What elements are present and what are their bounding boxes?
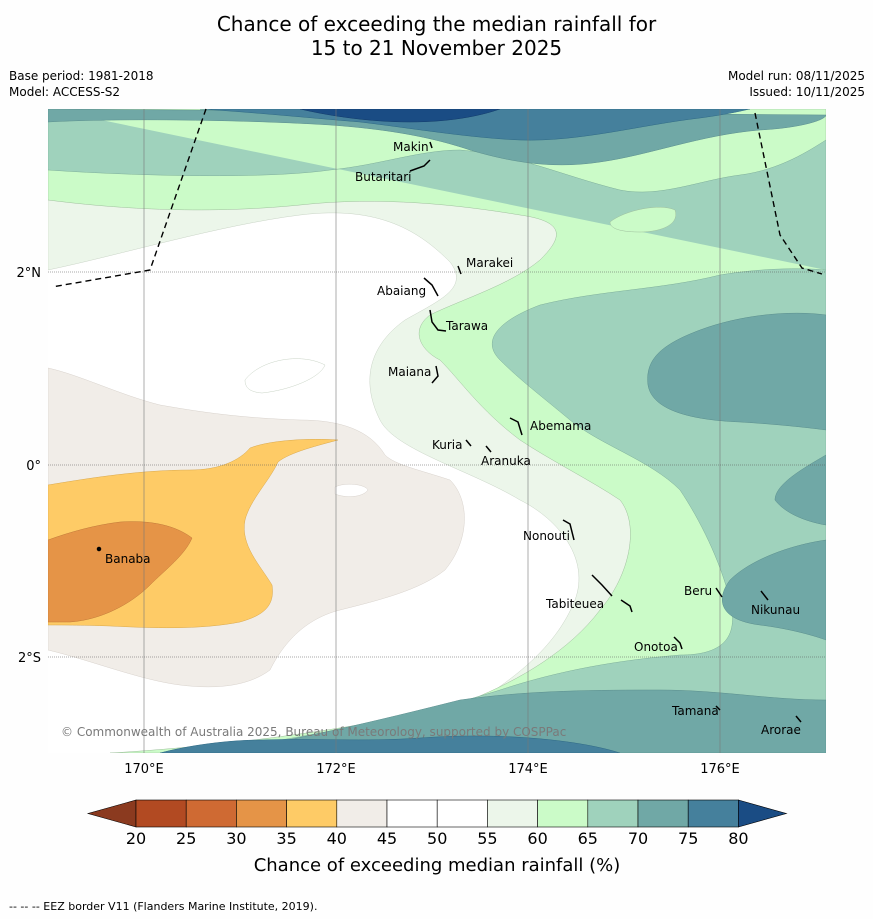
colorbar-segment: [286, 799, 338, 828]
label-tabiteuea: Tabiteuea: [545, 597, 604, 611]
label-abemama: Abemama: [530, 419, 591, 433]
colorbar-tick-label: 45: [377, 829, 397, 848]
label-marakei: Marakei: [466, 256, 513, 270]
colorbar-segment: [687, 799, 739, 828]
label-kuria: Kuria: [432, 438, 463, 452]
chart-title: Chance of exceeding the median rainfall …: [0, 12, 873, 60]
colorbar-tick-label: 75: [678, 829, 698, 848]
label-tamana: Tamana: [671, 704, 719, 718]
issued-date: Issued: 10/11/2025: [749, 85, 865, 99]
colorbar-segment: [386, 799, 438, 828]
label-makin: Makin: [393, 140, 429, 154]
place-labels: Makin Butaritari Marakei Abaiang Tarawa …: [105, 140, 801, 737]
eez-borders: [51, 108, 823, 288]
label-arorae: Arorae: [761, 723, 801, 737]
title-line-1: Chance of exceeding the median rainfall …: [216, 12, 657, 36]
label-aranuka: Aranuka: [481, 454, 531, 468]
lat-tick-0: 0°: [26, 459, 41, 474]
colorbar-tick-label: 35: [276, 829, 296, 848]
colorbar-segment: [587, 799, 639, 828]
meta-left: Base period: 1981-2018 Model: ACCESS-S2: [9, 68, 154, 100]
lat-tick-2s: 2°S: [18, 651, 41, 666]
contour-65-70-patch: [609, 207, 676, 233]
colorbar-segment: [637, 799, 689, 828]
colorbar-label: Chance of exceeding median rainfall (%): [254, 855, 621, 876]
label-nikunau: Nikunau: [751, 603, 800, 617]
colorbar-extend-high: [738, 799, 788, 828]
meta-right: Model run: 08/11/2025 Issued: 10/11/2025: [728, 68, 865, 100]
contour-white-patch: [244, 358, 326, 394]
model-run: Model run: 08/11/2025: [727, 69, 865, 83]
islands: [96, 141, 802, 723]
colorbar-tick-label: 60: [527, 829, 547, 848]
eez-border-east: [754, 112, 823, 275]
colorbar-segment: [436, 799, 488, 828]
contour-70-75-south: [219, 689, 826, 753]
lon-tick-170: 170°E: [124, 762, 164, 777]
probability-contours: [48, 109, 826, 753]
contour-70-75-east: [647, 312, 826, 431]
colorbar-segment: [236, 799, 287, 828]
colorbar-segment: [185, 799, 237, 828]
colorbar-ticks: 20 25 30 35 40 45 50 55 60 65 70 75 80: [126, 829, 749, 848]
label-nonouti: Nonouti: [523, 529, 570, 543]
colorbar: [86, 799, 788, 828]
label-beru: Beru: [684, 584, 712, 598]
colorbar-tick-label: 80: [728, 829, 748, 848]
lon-tick-172: 172°E: [316, 762, 356, 777]
label-butaritari: Butaritari: [355, 170, 412, 184]
lon-tick-176: 176°E: [700, 762, 740, 777]
label-abaiang: Abaiang: [377, 284, 426, 298]
model-name: Model: ACCESS-S2: [9, 85, 121, 99]
colorbar-tick-label: 70: [628, 829, 648, 848]
colorbar-segment: [135, 799, 187, 828]
contour-30-35: [48, 521, 193, 623]
contour-75-80-south: [159, 735, 621, 753]
colorbar-tick-label: 20: [126, 829, 146, 848]
label-tarawa: Tarawa: [445, 319, 488, 333]
colorbar-tick-label: 55: [477, 829, 497, 848]
contour-45-55-hole: [334, 483, 369, 497]
footer-note: -- -- -- EEZ border V11 (Flanders Marine…: [9, 900, 318, 913]
colorbar-tick-label: 65: [578, 829, 598, 848]
contour-65-70: [48, 109, 826, 753]
colorbar-tick-label: 25: [176, 829, 196, 848]
label-banaba: Banaba: [105, 552, 151, 566]
colorbar-extend-low: [86, 799, 137, 828]
colorbar-tick-label: 30: [226, 829, 246, 848]
colorbar-segment: [336, 799, 388, 828]
eez-border-west: [51, 108, 207, 288]
colorbar-segment: [487, 799, 538, 828]
axis-labels: 170°E 172°E 174°E 176°E 2°N 0° 2°S: [17, 266, 740, 777]
copyright-text: © Commonwealth of Australia 2025, Bureau…: [61, 725, 566, 739]
colorbar-segment: [537, 799, 589, 828]
colorbar-tick-label: 50: [427, 829, 447, 848]
base-period: Base period: 1981-2018: [9, 69, 154, 83]
gridlines: [48, 109, 826, 753]
lon-tick-174: 174°E: [508, 762, 548, 777]
label-onotoa: Onotoa: [634, 640, 678, 654]
lat-tick-2n: 2°N: [17, 266, 42, 281]
title-line-2: 15 to 21 November 2025: [310, 36, 563, 60]
colorbar-tick-label: 40: [327, 829, 347, 848]
contour-75-80-north: [199, 109, 751, 141]
contour-70-75-southeast: [722, 454, 826, 641]
label-maiana: Maiana: [388, 365, 431, 379]
contour-80-plus: [299, 109, 501, 123]
